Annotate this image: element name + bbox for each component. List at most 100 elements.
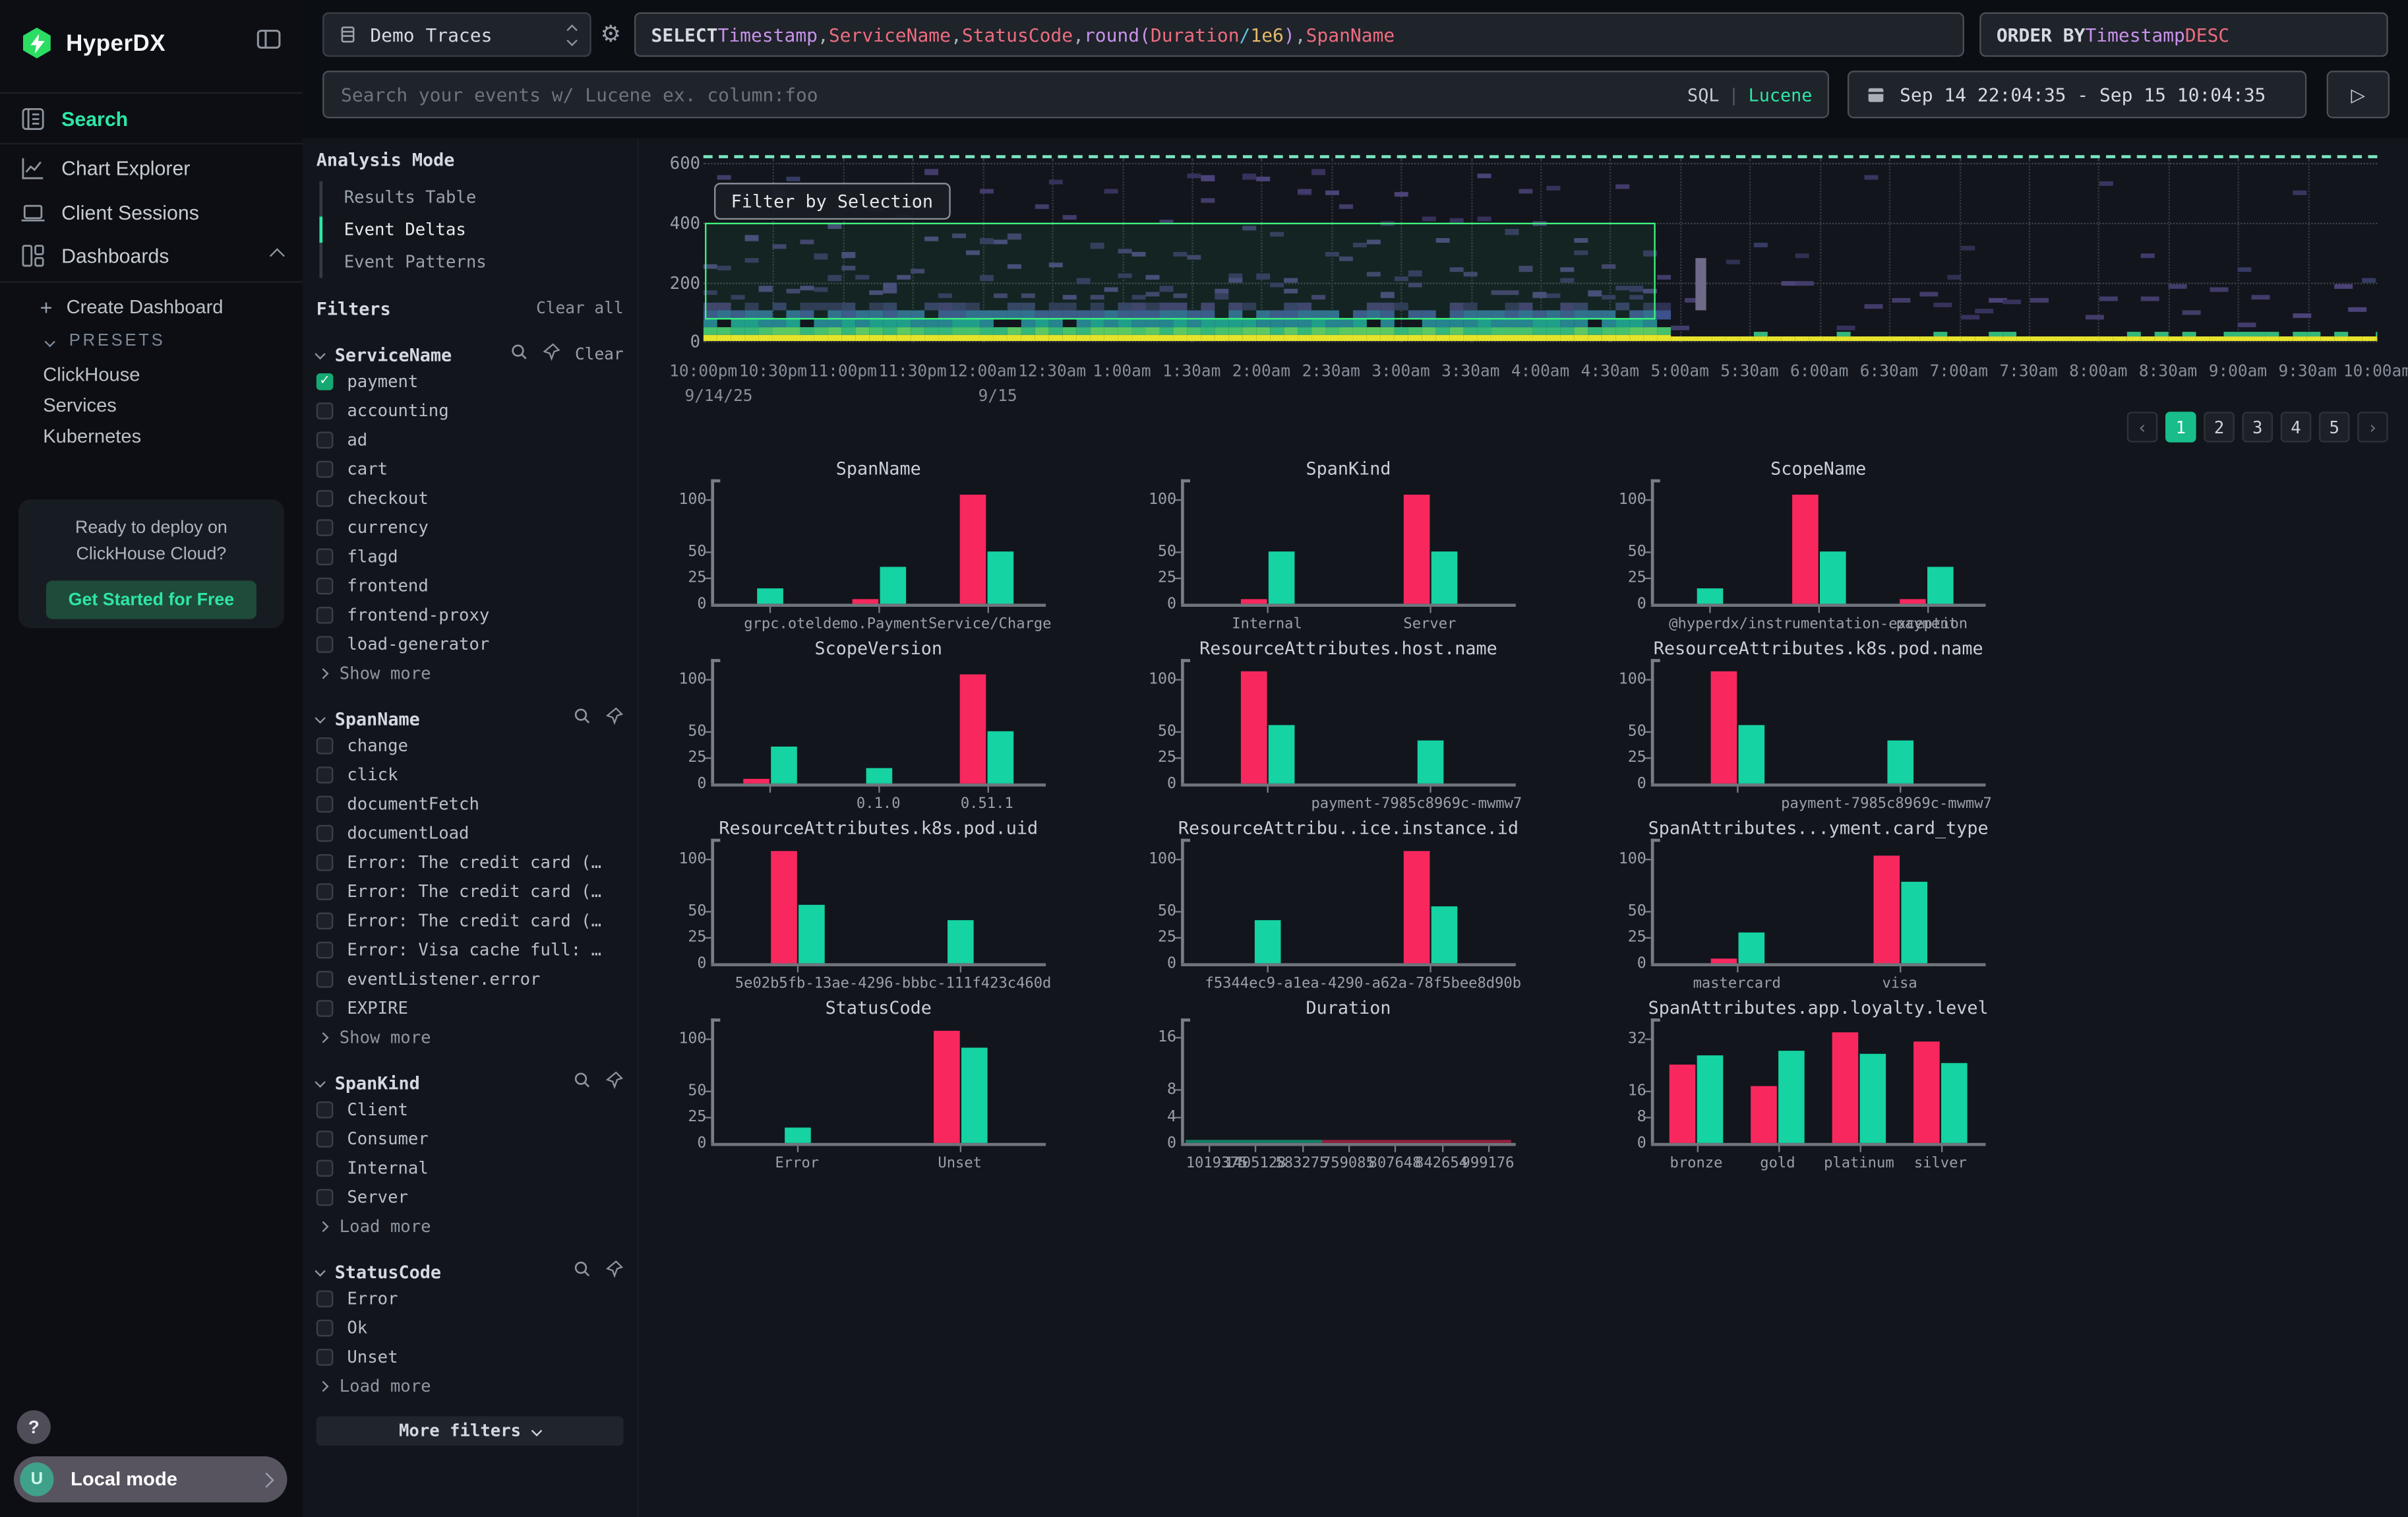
run-query-button[interactable]: ▷ xyxy=(2327,71,2390,118)
sql-toggle[interactable]: SQL xyxy=(1687,84,1719,106)
checkbox[interactable]: ✓ xyxy=(316,373,334,390)
user-menu[interactable]: U Local mode xyxy=(14,1456,287,1502)
filter-option-row[interactable]: EXPIRE xyxy=(316,994,624,1022)
page-button[interactable]: 2 xyxy=(2204,412,2235,443)
filter-option-row[interactable]: Error: The credit card (… xyxy=(316,906,624,934)
sidebar-item-dashboards[interactable]: Dashboards xyxy=(0,230,303,280)
pin-icon[interactable] xyxy=(543,342,561,365)
filter-option-row[interactable]: accounting xyxy=(316,396,624,424)
more-filters-button[interactable]: More filters xyxy=(316,1416,624,1445)
search-icon[interactable] xyxy=(573,706,591,729)
checkbox[interactable] xyxy=(316,635,334,652)
sidebar-item-client-sessions[interactable]: Client Sessions xyxy=(0,187,303,237)
checkbox[interactable] xyxy=(316,547,334,565)
filter-group-header[interactable]: StatusCode xyxy=(316,1260,624,1283)
sidebar-preset-clickhouse[interactable]: ClickHouse xyxy=(0,359,303,388)
checkbox[interactable] xyxy=(316,999,334,1016)
select-clause-input[interactable]: SELECT Timestamp, ServiceName, StatusCod… xyxy=(634,13,1964,57)
checkbox[interactable] xyxy=(316,824,334,842)
page-next-button[interactable]: › xyxy=(2357,412,2388,443)
show-more-button[interactable]: Load more xyxy=(316,1217,624,1237)
filter-option-row[interactable]: Unset xyxy=(316,1343,624,1371)
search-icon[interactable] xyxy=(510,342,529,365)
checkbox[interactable] xyxy=(316,766,334,783)
sidebar-preset-kubernetes[interactable]: Kubernetes xyxy=(0,421,303,450)
filter-option-row[interactable]: eventListener.error xyxy=(316,965,624,993)
help-button[interactable]: ? xyxy=(17,1410,51,1444)
orderby-clause-input[interactable]: ORDER BY Timestamp DESC xyxy=(1979,13,2388,57)
checkbox[interactable] xyxy=(316,489,334,507)
search-input[interactable] xyxy=(322,71,1829,118)
filter-option-row[interactable]: ad xyxy=(316,425,624,453)
sidebar-preset-services[interactable]: Services xyxy=(0,390,303,419)
sidebar-item-search[interactable]: Search xyxy=(0,92,303,144)
show-more-button[interactable]: Load more xyxy=(316,1377,624,1396)
mode-results-table[interactable]: Results Table xyxy=(322,181,624,214)
checkbox[interactable] xyxy=(316,853,334,871)
page-prev-button[interactable]: ‹ xyxy=(2127,412,2158,443)
filter-option-row[interactable]: change xyxy=(316,731,624,759)
gear-icon[interactable]: ⚙ xyxy=(601,20,621,47)
checkbox[interactable] xyxy=(316,606,334,623)
filter-option-row[interactable]: flagd xyxy=(316,542,624,570)
filter-option-row[interactable]: Error: Visa cache full: … xyxy=(316,935,624,963)
filter-option-row[interactable]: documentLoad xyxy=(316,819,624,846)
clear-filter-button[interactable]: Clear xyxy=(575,345,624,363)
filter-group-header[interactable]: SpanName xyxy=(316,706,624,729)
pin-icon[interactable] xyxy=(605,706,624,729)
sidebar-item-chart-explorer[interactable]: Chart Explorer xyxy=(0,143,303,193)
checkbox[interactable] xyxy=(316,402,334,419)
filter-option-row[interactable]: click xyxy=(316,760,624,788)
checkbox[interactable] xyxy=(316,882,334,900)
checkbox[interactable] xyxy=(316,912,334,929)
search-icon[interactable] xyxy=(573,1070,591,1094)
checkbox[interactable] xyxy=(316,460,334,478)
checkbox[interactable] xyxy=(316,431,334,448)
page-button[interactable]: 5 xyxy=(2319,412,2350,443)
pin-icon[interactable] xyxy=(605,1070,624,1094)
filter-option-row[interactable]: checkout xyxy=(316,484,624,512)
filter-option-row[interactable]: Error xyxy=(316,1284,624,1312)
checkbox[interactable] xyxy=(316,1319,334,1336)
presets-toggle[interactable]: PRESETS xyxy=(0,327,303,355)
filter-option-row[interactable]: frontend-proxy xyxy=(316,601,624,629)
checkbox[interactable] xyxy=(316,1189,334,1206)
filter-option-row[interactable]: Error: The credit card (… xyxy=(316,848,624,876)
checkbox[interactable] xyxy=(316,737,334,754)
filter-option-row[interactable]: ✓payment xyxy=(316,367,624,395)
source-select[interactable]: Demo Traces xyxy=(322,13,591,57)
mode-event-patterns[interactable]: Event Patterns xyxy=(322,246,624,278)
page-button[interactable]: 4 xyxy=(2281,412,2312,443)
show-more-button[interactable]: Show more xyxy=(316,1028,624,1047)
checkbox[interactable] xyxy=(316,1130,334,1147)
filter-by-selection-button[interactable]: Filter by Selection xyxy=(714,183,950,220)
checkbox[interactable] xyxy=(316,577,334,594)
checkbox[interactable] xyxy=(316,795,334,812)
lucene-toggle[interactable]: Lucene xyxy=(1749,84,1813,106)
filter-group-header[interactable]: ServiceNameClear xyxy=(316,342,624,365)
filter-option-row[interactable]: documentFetch xyxy=(316,789,624,817)
get-started-button[interactable]: Get Started for Free xyxy=(46,580,256,619)
checkbox[interactable] xyxy=(316,1289,334,1307)
filter-option-row[interactable]: frontend xyxy=(316,571,624,599)
checkbox[interactable] xyxy=(316,518,334,536)
mode-event-deltas[interactable]: Event Deltas xyxy=(322,214,624,246)
filter-option-row[interactable]: Error: The credit card (… xyxy=(316,877,624,905)
page-button[interactable]: 3 xyxy=(2242,412,2273,443)
search-icon[interactable] xyxy=(573,1260,591,1283)
filter-option-row[interactable]: load-generator xyxy=(316,630,624,658)
checkbox[interactable] xyxy=(316,970,334,987)
show-more-button[interactable]: Show more xyxy=(316,664,624,683)
filter-group-header[interactable]: SpanKind xyxy=(316,1070,624,1094)
filter-option-row[interactable]: Client xyxy=(316,1096,624,1123)
clear-all-button[interactable]: Clear all xyxy=(536,299,624,318)
filter-option-row[interactable]: Consumer xyxy=(316,1125,624,1152)
filter-option-row[interactable]: Server xyxy=(316,1183,624,1210)
page-button[interactable]: 1 xyxy=(2165,412,2196,443)
filter-option-row[interactable]: Ok xyxy=(316,1313,624,1341)
filter-option-row[interactable]: Internal xyxy=(316,1154,624,1181)
create-dashboard-button[interactable]: + Create Dashboard xyxy=(0,292,303,323)
checkbox[interactable] xyxy=(316,1159,334,1176)
pin-icon[interactable] xyxy=(605,1260,624,1283)
sidebar-collapse-icon[interactable] xyxy=(256,29,281,57)
